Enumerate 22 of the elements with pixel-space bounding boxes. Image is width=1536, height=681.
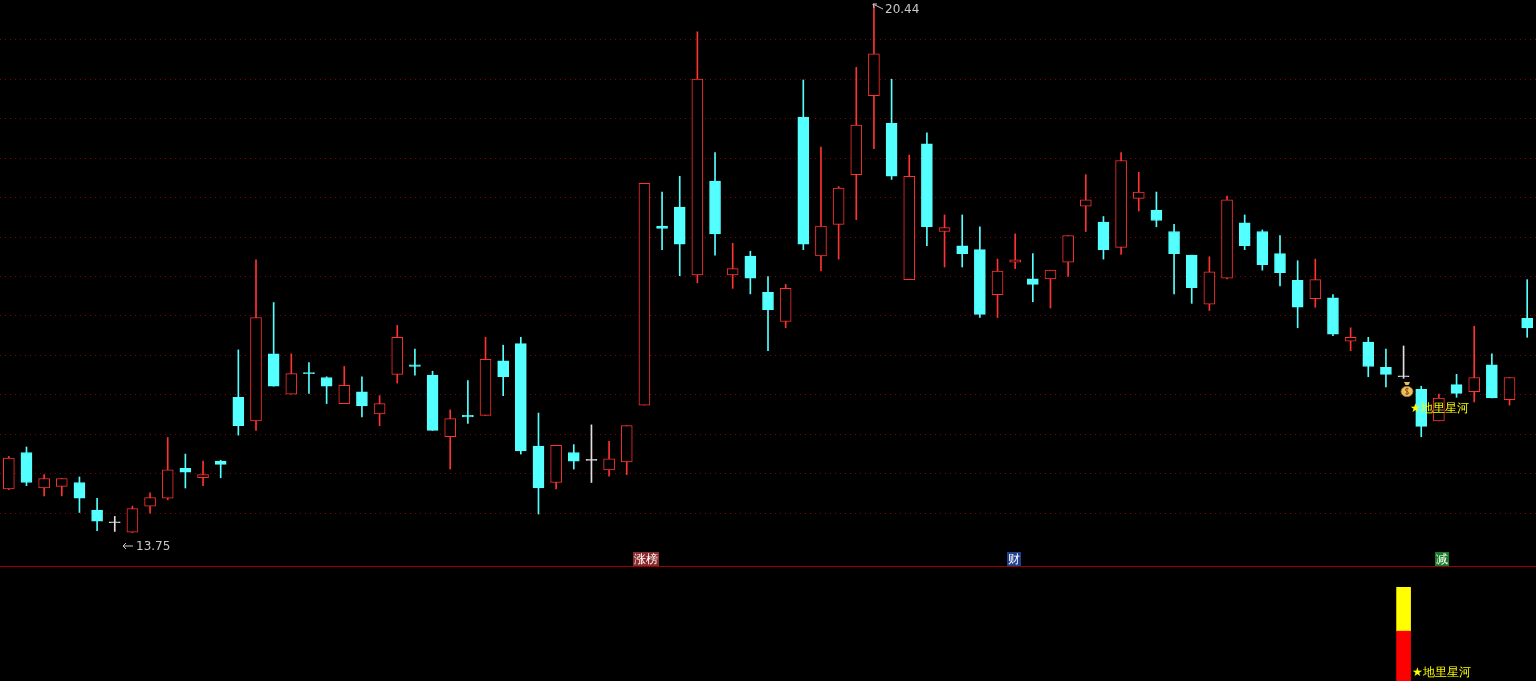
candlestick [956,214,969,268]
candlestick [409,348,421,376]
candlestick [1079,174,1092,232]
candlestick [1009,233,1021,269]
candlestick [656,191,668,250]
candlestick [108,516,121,532]
candlestick [1027,253,1039,303]
text: 减 [1435,552,1449,566]
candlestick [214,460,227,479]
candlestick [1521,279,1533,338]
candlestick [1132,171,1145,212]
candlestick [762,276,774,352]
candlestick [197,460,209,486]
candlestick [462,380,474,424]
text: 涨榜 [633,552,659,566]
candlestick [1468,325,1481,403]
text: 财 [1007,552,1021,566]
candlestick [1380,348,1392,388]
annotation: ★地里星河 [1411,665,1472,679]
annotation: 20.44 [884,2,921,16]
text: 13.75 [135,539,172,553]
candlestick [726,243,739,289]
